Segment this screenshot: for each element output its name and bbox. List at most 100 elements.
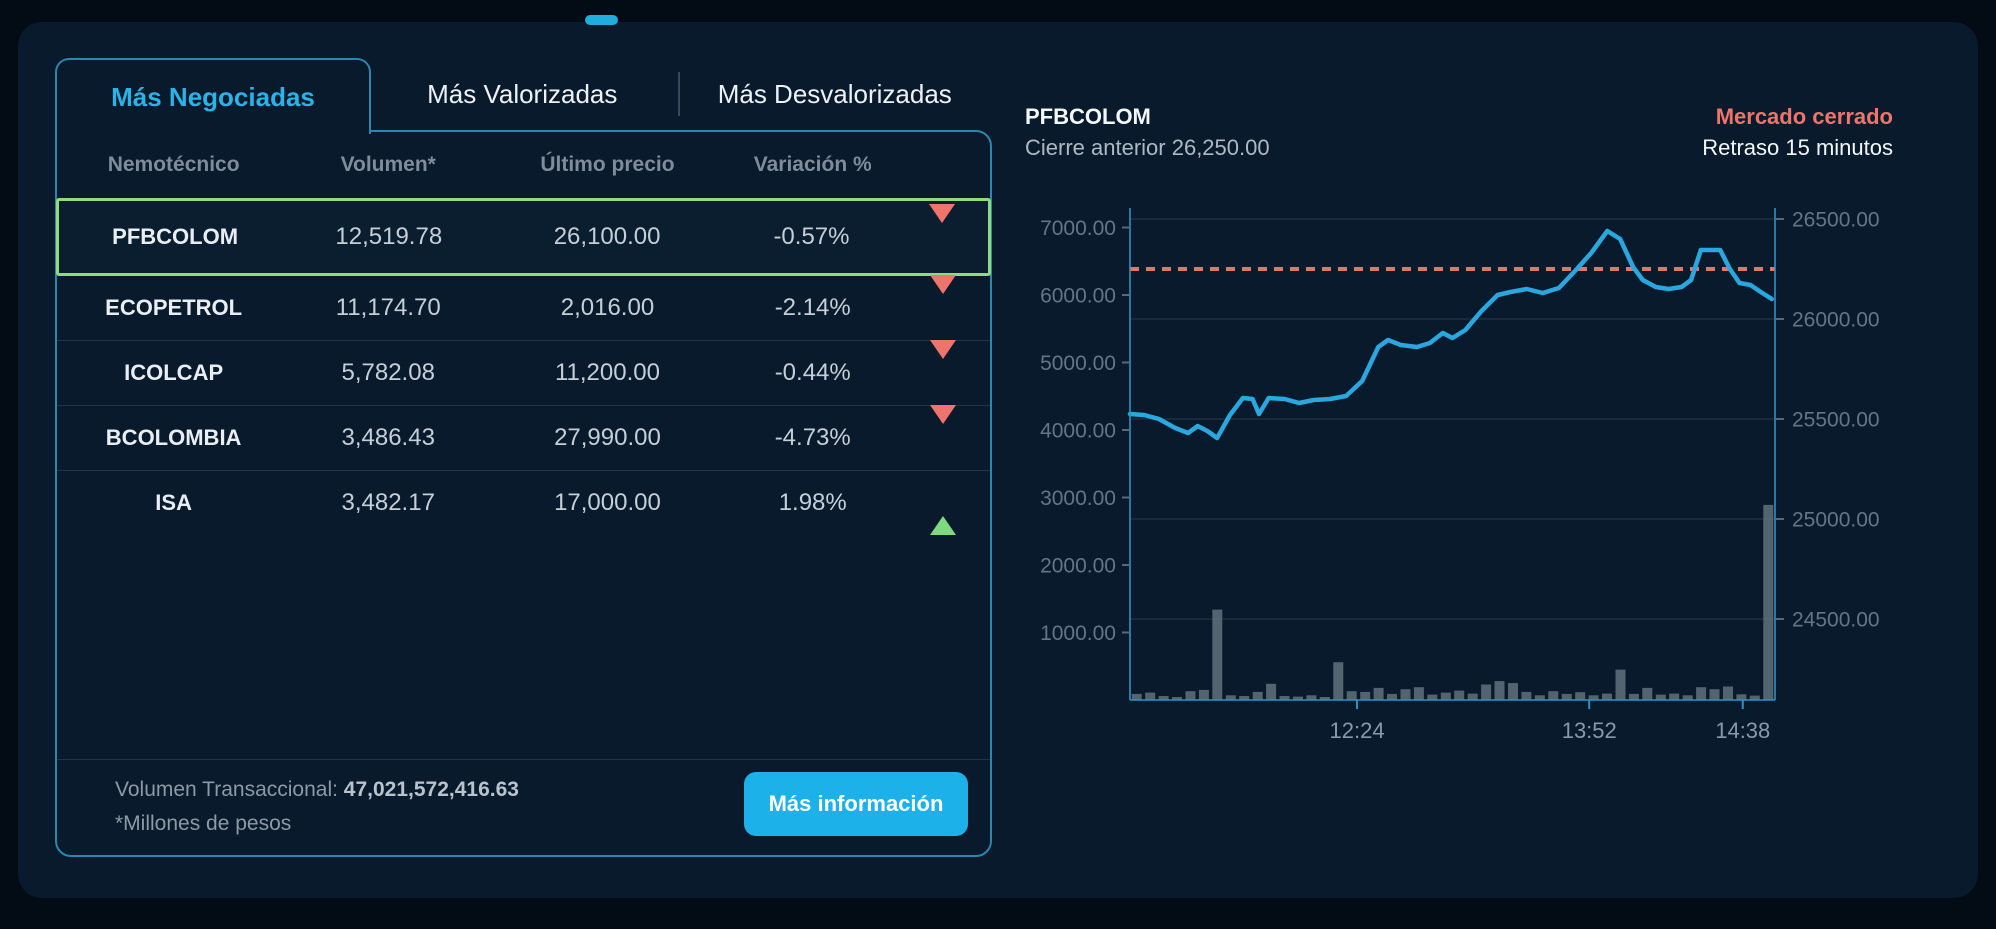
volumen-transaccional-label: Volumen Transaccional:	[115, 778, 344, 801]
volume-bar	[1763, 504, 1774, 700]
volume-bar	[1682, 695, 1693, 700]
volume-bar	[1252, 691, 1263, 700]
volume-bar	[1266, 683, 1277, 700]
volume-bar	[1239, 696, 1250, 700]
volume-bar	[1615, 669, 1626, 700]
volume-bar	[1494, 681, 1505, 700]
chart-symbol: PFBCOLOM	[1025, 104, 1151, 129]
mas-informacion-button[interactable]: Más información	[744, 772, 968, 836]
volume-bar	[1279, 696, 1290, 700]
cell-variacion: -0.44%	[774, 359, 851, 386]
right-axis-label: 26500.00	[1792, 208, 1880, 231]
volume-bar	[1373, 687, 1384, 700]
left-axis-label: 7000.00	[1040, 217, 1116, 240]
volume-bar	[1145, 692, 1156, 700]
volume-bar	[1185, 691, 1196, 700]
right-axis-label: 25500.00	[1792, 408, 1880, 431]
trend-down-icon	[928, 204, 955, 250]
cell-nemotecnico: BCOLOMBIA	[105, 425, 242, 450]
cell-volumen: 5,782.08	[341, 359, 435, 386]
right-axis-label: 25000.00	[1792, 508, 1880, 531]
cell-nemotecnico: PFBCOLOM	[112, 224, 239, 249]
cell-nemotecnico: ECOPETROL	[105, 295, 243, 320]
volume-bar	[1588, 695, 1599, 700]
cell-nemotecnico: ISA	[155, 490, 192, 515]
volume-bar	[1346, 691, 1357, 700]
left-axis-label: 1000.00	[1040, 622, 1116, 645]
millones-note: *Millones de pesos	[115, 812, 292, 835]
left-axis-label: 4000.00	[1040, 419, 1116, 442]
tab-divider	[677, 72, 680, 116]
x-axis-label: 12:24	[1330, 718, 1385, 743]
left-axis-label: 3000.00	[1040, 487, 1116, 510]
table-row-bcolombia[interactable]: BCOLOMBIA 3,486.43 27,990.00 -4.73%	[57, 405, 990, 470]
volume-bar	[1548, 691, 1559, 700]
previous-close-label: Cierre anterior	[1025, 135, 1172, 160]
cell-ultimo-precio: 27,990.00	[554, 424, 661, 451]
main-panel	[18, 22, 1978, 898]
col-header-nemotecnico: Nemotécnico	[107, 153, 240, 176]
right-axis-label: 24500.00	[1792, 608, 1880, 631]
tab-mas-negociadas-label: Más Negociadas	[111, 81, 315, 112]
volumen-transaccional-value: 47,021,572,416.63	[343, 778, 519, 801]
volume-bar	[1655, 694, 1666, 700]
volume-bar	[1521, 691, 1532, 700]
left-axis-label: 2000.00	[1040, 554, 1116, 577]
top-nav-indicator	[585, 15, 618, 25]
volume-bar	[1198, 689, 1209, 700]
table-row-icolcap[interactable]: ICOLCAP 5,782.08 11,200.00 -0.44%	[57, 340, 990, 405]
volume-bar	[1427, 694, 1438, 700]
table-row-pfbcolom[interactable]: PFBCOLOM 12,519.78 26,100.00 -0.57%	[56, 198, 991, 276]
volume-bar	[1467, 693, 1478, 700]
cell-variacion: -4.73%	[774, 424, 851, 451]
trend-down-icon	[930, 340, 957, 386]
volume-bar	[1709, 689, 1720, 700]
volume-bar	[1736, 694, 1747, 700]
tab-mas-desvalorizadas[interactable]: Más Desvalorizadas	[717, 78, 952, 109]
table-row-isa[interactable]: ISA 3,482.17 17,000.00 1.98%	[57, 470, 990, 535]
table-header-row: Nemotécnico Volumen* Último precio Varia…	[57, 132, 990, 198]
card-footer: Volumen Transaccional: 47,021,572,416.63…	[57, 759, 990, 855]
cell-volumen: 3,486.43	[341, 424, 435, 451]
tabs-row: Más Valorizadas Más Desvalorizadas	[367, 60, 990, 128]
col-header-volumen: Volumen*	[340, 153, 436, 176]
trend-down-icon	[930, 275, 957, 321]
tab-mas-negociadas[interactable]: Más Negociadas	[55, 58, 371, 134]
cell-volumen: 11,174.70	[335, 294, 441, 321]
cell-variacion: 1.98%	[778, 489, 847, 516]
tab-mas-valorizadas[interactable]: Más Valorizadas	[427, 78, 618, 109]
volume-bar	[1225, 695, 1236, 700]
volume-bar	[1481, 684, 1492, 700]
cell-ultimo-precio: 11,200.00	[554, 359, 660, 386]
quotes-card: Nemotécnico Volumen* Último precio Varia…	[55, 130, 992, 857]
cell-ultimo-precio: 26,100.00	[553, 223, 661, 250]
right-axis-label: 26000.00	[1792, 308, 1880, 331]
volume-bar	[1387, 693, 1397, 700]
volume-bar	[1172, 697, 1182, 700]
volume-bar	[1575, 692, 1586, 700]
volume-bar	[1669, 693, 1680, 700]
volume-bar	[1508, 683, 1518, 700]
volume-bar	[1642, 687, 1653, 700]
market-delay: Retraso 15 minutos	[1702, 135, 1893, 160]
volume-bar	[1319, 697, 1330, 700]
volume-bar	[1440, 692, 1451, 700]
volume-bar	[1212, 609, 1223, 700]
volume-bar	[1400, 689, 1411, 700]
cell-variacion: -0.57%	[773, 223, 850, 250]
volume-bar	[1723, 686, 1733, 700]
table-row-ecopetrol[interactable]: ECOPETROL 11,174.70 2,016.00 -2.14%	[57, 275, 990, 340]
cell-volumen: 3,482.17	[341, 489, 435, 516]
x-axis-label: 14:38	[1715, 718, 1770, 743]
price-volume-chart: 7000.00 6000.00 5000.00 4000.00 3000.00 2000.…	[1040, 208, 1880, 743]
volume-bar	[1628, 693, 1639, 700]
x-axis-label: 13:52	[1562, 718, 1617, 743]
previous-close: Cierre anterior 26,250.00	[1025, 135, 1270, 161]
volume-bar	[1454, 690, 1465, 700]
left-axis-label: 5000.00	[1040, 352, 1116, 375]
volume-bar	[1131, 693, 1142, 700]
trend-up-icon	[930, 489, 957, 535]
volume-bar	[1561, 693, 1572, 700]
volume-bar	[1749, 695, 1760, 700]
